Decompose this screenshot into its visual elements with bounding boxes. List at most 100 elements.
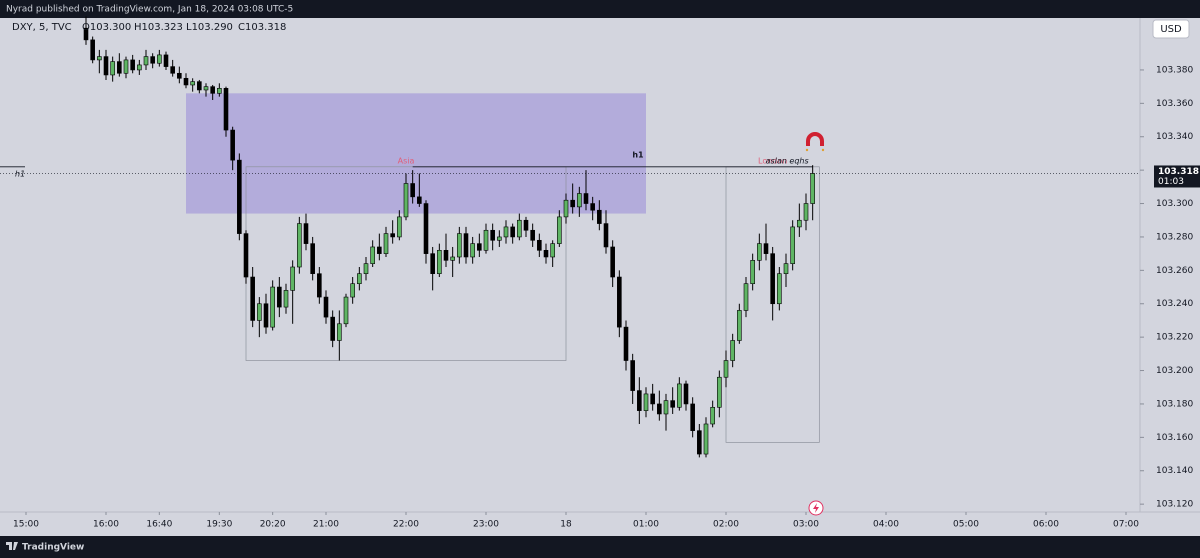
- x-tick-label: 23:00: [473, 520, 499, 530]
- candle-body: [430, 253, 435, 274]
- candle-body: [797, 219, 802, 228]
- candle-body: [163, 54, 169, 67]
- candle-body: [783, 263, 789, 274]
- y-tick-label: 103.280: [1156, 232, 1193, 242]
- candle-body: [310, 243, 315, 274]
- candle-body: [143, 56, 149, 66]
- candle-body: [117, 61, 122, 74]
- candle-body: [630, 360, 635, 391]
- candle-body: [483, 229, 489, 251]
- candle-body: [757, 243, 762, 261]
- candle-body: [203, 86, 209, 91]
- candle-body: [503, 226, 509, 238]
- candle-body: [350, 283, 355, 298]
- candle-body: [223, 88, 229, 131]
- candle-body: [737, 310, 742, 341]
- candle-body: [490, 229, 495, 241]
- session-label: London: [758, 156, 787, 165]
- candle-body: [283, 290, 289, 308]
- candle-body: [330, 316, 335, 341]
- candle-body: [303, 223, 309, 244]
- candle-body: [670, 400, 675, 408]
- candle-body: [657, 403, 662, 415]
- candle-body: [277, 286, 282, 308]
- candle-body: [403, 183, 409, 218]
- candle-body: [617, 276, 622, 328]
- x-tick-label: 04:00: [873, 520, 899, 530]
- candle-body: [523, 219, 529, 231]
- symbol: DXY, 5, TVC: [12, 22, 72, 33]
- candle-body: [550, 243, 555, 258]
- candle-body: [770, 253, 775, 305]
- ohlc-open: O103.300: [82, 22, 131, 33]
- y-tick-label: 103.260: [1156, 266, 1193, 276]
- candle-body: [723, 360, 729, 378]
- candle-body: [290, 266, 295, 291]
- candle-body: [137, 64, 142, 71]
- x-tick-label: 06:00: [1033, 520, 1059, 530]
- y-tick-label: 103.120: [1156, 500, 1193, 510]
- x-tick-label: 18: [560, 520, 572, 530]
- x-tick-label: 03:00: [793, 520, 819, 530]
- candle-body: [477, 243, 482, 251]
- candle-body: [217, 88, 222, 94]
- candle-body: [543, 250, 549, 258]
- candle-body: [730, 340, 735, 361]
- candle-body: [263, 303, 269, 328]
- candle-body: [110, 61, 115, 76]
- currency-box[interactable]: [1152, 19, 1190, 39]
- currency[interactable]: USD: [1160, 24, 1182, 35]
- y-tick-label: 103.220: [1156, 333, 1193, 343]
- candle-body: [397, 216, 402, 238]
- candle-body: [170, 66, 175, 74]
- candle-body: [570, 199, 575, 208]
- flash-icon: [808, 500, 824, 516]
- candle-body: [637, 390, 642, 411]
- candle-body: [470, 243, 475, 258]
- candle-body: [297, 223, 302, 268]
- candle-body: [383, 233, 389, 254]
- candle-body: [417, 196, 422, 204]
- candle-body: [103, 56, 109, 76]
- candle-body: [463, 233, 469, 258]
- candle-body: [210, 86, 215, 94]
- candle-body: [810, 173, 815, 204]
- candle-body: [363, 263, 369, 274]
- candle-body: [690, 403, 695, 431]
- level-label-left: h1: [15, 169, 25, 178]
- x-tick-label: 07:00: [1113, 520, 1139, 530]
- candle-body: [717, 376, 722, 408]
- candle-body: [790, 226, 795, 264]
- y-tick-label: 103.240: [1156, 299, 1193, 309]
- candle-body: [603, 223, 609, 248]
- x-tick-label: 01:00: [633, 520, 659, 530]
- candle-body: [777, 273, 782, 305]
- candle-body: [243, 233, 249, 278]
- candle-body: [663, 400, 669, 415]
- x-tick-label: 20:20: [260, 520, 286, 530]
- candle-body: [190, 81, 195, 86]
- candle-body: [497, 236, 502, 241]
- candle-body: [590, 203, 595, 211]
- last-price: 103.318: [1158, 167, 1199, 177]
- candle-body: [803, 203, 809, 221]
- candle-body: [557, 216, 562, 244]
- candle-body: [230, 129, 235, 161]
- zone: [186, 93, 646, 214]
- candle-body: [697, 430, 702, 455]
- candle-body: [537, 239, 542, 251]
- candle-body: [577, 193, 582, 208]
- ohlc-low: L103.290: [186, 22, 233, 33]
- candle-body: [323, 296, 329, 318]
- countdown: 01:03: [1158, 177, 1184, 187]
- candle-body: [317, 273, 322, 298]
- x-tick-label: 16:00: [93, 520, 119, 530]
- candle-body: [437, 250, 442, 274]
- candle-body: [370, 246, 375, 264]
- last-price-box: [1154, 165, 1200, 188]
- candle-body: [390, 233, 395, 238]
- candle-body: [150, 56, 155, 64]
- y-tick-label: 103.300: [1156, 199, 1193, 209]
- candle-body: [530, 229, 535, 241]
- y-tick-label: 103.180: [1156, 399, 1193, 409]
